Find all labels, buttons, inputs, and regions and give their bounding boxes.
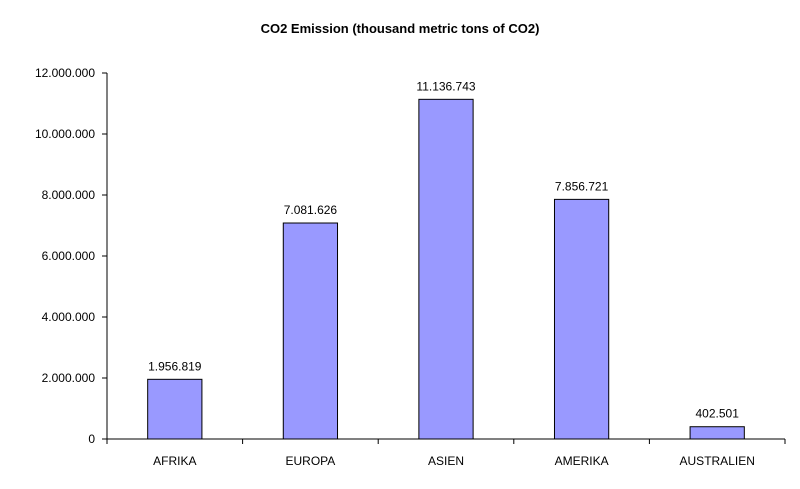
x-axis: AFRIKA EUROPA ASIEN AMERIKA AUSTRALIEN bbox=[106, 438, 786, 468]
y-tick-label: 12.000.000 bbox=[35, 66, 95, 80]
data-label: 7.856.721 bbox=[555, 179, 609, 193]
bar-australien bbox=[689, 426, 745, 440]
y-tick-label: 2.000.000 bbox=[42, 371, 96, 385]
bar-afrika bbox=[147, 378, 203, 440]
bar-asien bbox=[418, 98, 474, 440]
data-label: 402.501 bbox=[696, 407, 740, 421]
data-label: 11.136.743 bbox=[416, 79, 475, 93]
bars: 1.956.819 7.081.626 11.136.743 7.856.721 402… bbox=[147, 79, 745, 440]
bar-europa bbox=[282, 222, 339, 440]
x-category-label: AUSTRALIEN bbox=[680, 454, 755, 468]
y-tick-label: 8.000.000 bbox=[42, 188, 96, 202]
y-tick-label: 6.000.000 bbox=[42, 249, 96, 263]
data-label: 7.081.626 bbox=[284, 203, 338, 217]
bar-amerika bbox=[553, 198, 610, 440]
y-tick-label: 4.000.000 bbox=[42, 310, 96, 324]
y-tick-label: 10.000.000 bbox=[35, 127, 95, 141]
chart-title: CO2 Emission (thousand metric tons of CO… bbox=[261, 21, 540, 36]
x-category-label: AMERIKA bbox=[555, 454, 609, 468]
x-category-label: EUROPA bbox=[286, 454, 336, 468]
x-category-label: ASIEN bbox=[428, 454, 464, 468]
y-tick-label: 0 bbox=[88, 432, 95, 446]
y-axis: 0 2.000.000 4.000.000 6.000.000 8.000.000 10.… bbox=[35, 66, 108, 446]
x-category-label: AFRIKA bbox=[153, 454, 196, 468]
data-label: 1.956.819 bbox=[148, 359, 202, 373]
